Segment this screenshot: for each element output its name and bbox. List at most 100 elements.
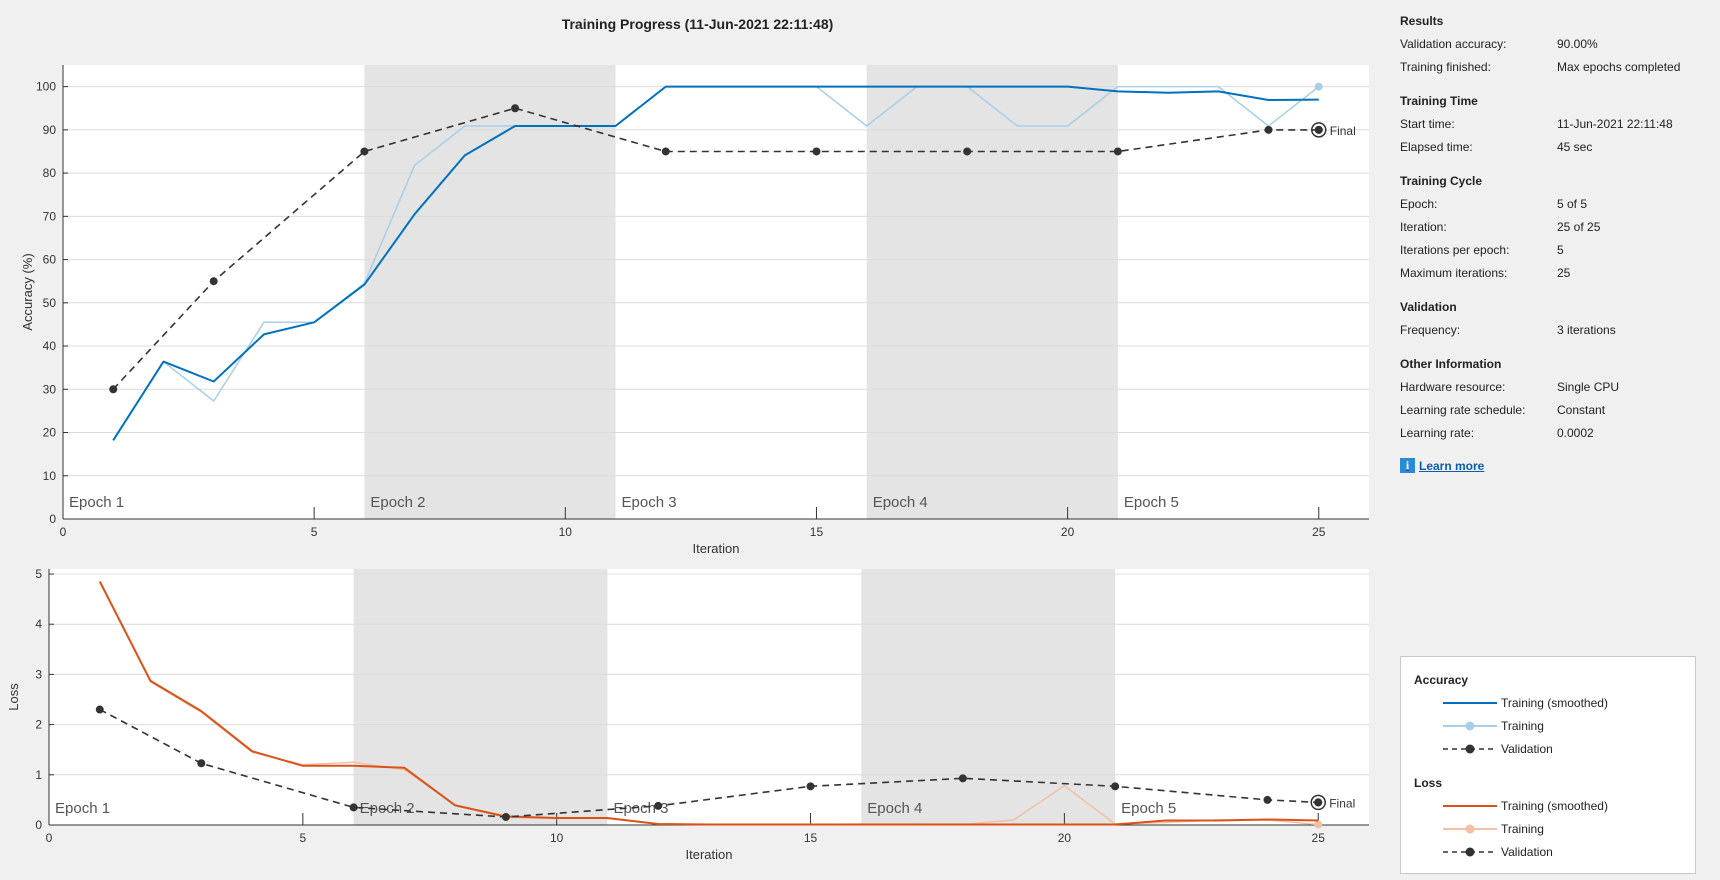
validation-point <box>197 759 206 768</box>
info-icon: i <box>1400 458 1415 473</box>
y-tick-label: 60 <box>43 253 57 267</box>
final-point <box>1314 798 1323 807</box>
validation-point <box>1263 795 1272 804</box>
section-title: Validation <box>1400 300 1457 314</box>
epoch-label: Epoch 2 <box>370 494 425 511</box>
epoch-band <box>861 569 1116 825</box>
y-tick-label: 10 <box>43 469 57 483</box>
info-row-label: Validation accuracy: <box>1400 37 1507 51</box>
info-row-value: 11-Jun-2021 22:11:48 <box>1557 117 1673 131</box>
x-tick-label: 0 <box>46 831 53 845</box>
info-row-value: Single CPU <box>1557 380 1620 394</box>
validation-point <box>109 385 118 394</box>
loss-validation-line <box>99 708 1319 818</box>
legend-item-label: Training <box>1501 719 1544 733</box>
validation-point <box>812 147 821 156</box>
accuracy-validation-line <box>112 107 1319 390</box>
epoch-label: Epoch 3 <box>622 494 677 511</box>
loss-chart: Epoch 1 Epoch 2 Epoch 3 Epoch 4 Epoch 50 5 10 1… <box>6 567 1369 862</box>
epoch-label: Epoch 1 <box>69 494 124 511</box>
y-axis-label: Accuracy (%) <box>20 253 35 330</box>
info-row-label: Learning rate schedule: <box>1400 403 1526 417</box>
loss-plot-area <box>49 569 1369 825</box>
info-row-label: Frequency: <box>1400 323 1461 337</box>
section-title: Other Information <box>1400 357 1502 371</box>
validation-point <box>209 277 218 286</box>
validation-point <box>958 774 967 783</box>
info-row-value: 0.0002 <box>1557 426 1594 440</box>
epoch-label: Epoch 5 <box>1124 494 1179 511</box>
section-title: Training Cycle <box>1400 174 1483 188</box>
info-row-value: Constant <box>1557 403 1606 417</box>
final-label: Final <box>1329 796 1355 810</box>
x-axis-label: Iteration <box>686 847 733 862</box>
learn-more-label: Learn more <box>1419 458 1485 473</box>
info-row-value: 3 iterations <box>1557 323 1616 337</box>
x-axis-label: Iteration <box>693 541 740 556</box>
accuracy-chart: Epoch 1 Epoch 2 Epoch 3 Epoch 4 Epoch 5 0 5 10 1… <box>20 65 1369 556</box>
y-tick-label: 5 <box>35 567 42 581</box>
x-tick-label: 25 <box>1312 525 1326 539</box>
x-tick-label: 25 <box>1312 831 1326 845</box>
final-label: Final <box>1330 124 1356 138</box>
epoch-label: Epoch 2 <box>360 800 415 817</box>
validation-point <box>806 782 815 791</box>
y-axis-label: Loss <box>6 683 21 711</box>
validation-point <box>963 147 972 156</box>
legend-item-label: Validation <box>1501 845 1553 859</box>
validation-point <box>501 812 510 821</box>
accuracy-plot-area <box>63 65 1369 519</box>
loss-smoothed-line <box>98 581 1319 826</box>
epoch-band <box>866 65 1118 519</box>
legend-swatch <box>1443 721 1497 731</box>
legend-item-label: Validation <box>1501 742 1553 756</box>
training-plots: Epoch 1 Epoch 2 Epoch 3 Epoch 4 Epoch 50 5 10 1… <box>6 65 1369 862</box>
info-row-value: 25 <box>1557 266 1571 280</box>
legend-group-title: Loss <box>1414 776 1443 790</box>
section-title: Results <box>1400 14 1444 28</box>
y-tick-label: 2 <box>35 718 42 732</box>
learn-more-link[interactable]: i Learn more <box>1400 458 1484 473</box>
final-marker <box>1310 794 1326 811</box>
accuracy-smoothed-line <box>112 85 1319 441</box>
validation-point <box>511 104 520 113</box>
info-row-value: 45 sec <box>1557 140 1593 154</box>
epoch-label: Epoch 4 <box>867 800 922 817</box>
validation-point <box>1113 147 1122 156</box>
info-row-label: Elapsed time: <box>1400 140 1473 154</box>
chart-title: Training Progress (11-Jun-2021 22:11:48) <box>561 16 834 32</box>
legend-item-label: Training <box>1501 822 1544 836</box>
legend-swatch <box>1443 702 1497 704</box>
info-row-value: 5 <box>1557 243 1564 257</box>
y-tick-label: 70 <box>43 209 57 223</box>
info-row-label: Epoch: <box>1400 197 1438 211</box>
legend-item-label: Training (smoothed) <box>1501 799 1608 813</box>
x-tick-label: 15 <box>810 525 824 539</box>
epoch-band <box>353 569 608 825</box>
y-tick-label: 20 <box>43 426 57 440</box>
validation-point <box>1264 125 1273 134</box>
x-tick-label: 20 <box>1058 831 1072 845</box>
info-row-value: 5 of 5 <box>1557 197 1588 211</box>
legend-swatch <box>1443 824 1497 834</box>
info-row-label: Iteration: <box>1400 220 1447 234</box>
info-row-value: 25 of 25 <box>1557 220 1601 234</box>
epoch-label: Epoch 1 <box>55 800 110 817</box>
legend-swatch-marker <box>1465 824 1475 834</box>
y-tick-label: 1 <box>35 768 42 782</box>
legend-item-label: Training (smoothed) <box>1501 696 1608 710</box>
x-tick-label: 15 <box>804 831 818 845</box>
info-row-label: Hardware resource: <box>1400 380 1506 394</box>
final-marker <box>1311 122 1327 138</box>
training-end-point <box>1314 820 1323 829</box>
legend-swatch <box>1443 805 1497 807</box>
validation-point <box>349 803 358 812</box>
validation-point <box>1111 782 1120 791</box>
legend-swatch <box>1443 744 1497 754</box>
y-tick-label: 4 <box>35 617 42 631</box>
x-tick-label: 10 <box>550 831 564 845</box>
validation-point <box>654 801 663 810</box>
x-tick-label: 5 <box>311 525 318 539</box>
validation-point <box>661 147 670 156</box>
x-tick-label: 0 <box>60 525 67 539</box>
